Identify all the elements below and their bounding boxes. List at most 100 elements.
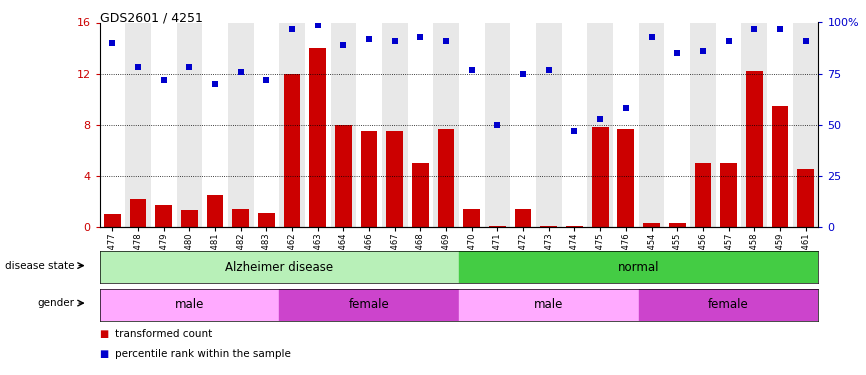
Bar (356, 22, 382, 227)
Point (593, 116, 607, 122)
Bar (638, 289, 818, 321)
Bar (331, 22, 356, 227)
Point (439, 38, 453, 44)
Bar (566, 226, 583, 227)
Bar (335, 124, 352, 227)
Point (644, 34, 658, 40)
Bar (510, 22, 536, 227)
Bar (695, 163, 711, 227)
Point (362, 36, 376, 42)
Bar (489, 226, 506, 227)
Bar (279, 22, 305, 227)
Text: transformed count: transformed count (115, 329, 212, 339)
Bar (591, 127, 609, 227)
Bar (613, 22, 638, 227)
Point (337, 42, 351, 48)
Bar (100, 22, 126, 227)
Bar (382, 22, 408, 227)
Bar (433, 22, 459, 227)
Point (311, 21, 325, 27)
Bar (772, 105, 788, 227)
Bar (669, 223, 686, 227)
Text: female: female (349, 298, 390, 311)
Bar (690, 22, 715, 227)
Point (208, 81, 222, 87)
Point (388, 38, 402, 44)
Bar (562, 22, 587, 227)
Point (234, 69, 248, 75)
Point (465, 66, 479, 72)
Bar (408, 22, 433, 227)
Point (285, 26, 299, 32)
Bar (746, 71, 763, 227)
Bar (361, 131, 378, 227)
Bar (104, 214, 120, 227)
Bar (232, 209, 249, 227)
Bar (438, 129, 455, 227)
Bar (459, 22, 485, 227)
Bar (540, 226, 557, 227)
Bar (309, 48, 326, 227)
Point (490, 122, 504, 128)
Bar (459, 289, 638, 321)
Point (106, 40, 120, 46)
Point (619, 105, 633, 111)
Bar (536, 22, 562, 227)
Text: female: female (708, 298, 749, 311)
Bar (100, 251, 459, 283)
Bar (130, 199, 146, 227)
Point (260, 77, 274, 83)
Bar (100, 289, 279, 321)
Bar (638, 22, 664, 227)
Bar (587, 22, 613, 227)
Bar (284, 74, 301, 227)
Bar (258, 213, 275, 227)
Bar (767, 22, 792, 227)
Bar (228, 22, 254, 227)
Bar (181, 210, 197, 227)
Bar (254, 22, 279, 227)
Bar (151, 22, 177, 227)
Text: ■: ■ (100, 329, 109, 339)
Point (542, 66, 556, 72)
Point (131, 64, 145, 70)
Bar (792, 22, 818, 227)
Point (696, 48, 710, 54)
Text: gender: gender (37, 298, 74, 308)
Bar (721, 163, 737, 227)
Text: male: male (175, 298, 204, 311)
Bar (514, 209, 532, 227)
Point (567, 128, 581, 134)
Bar (203, 22, 228, 227)
Text: percentile rank within the sample: percentile rank within the sample (115, 350, 291, 359)
Bar (412, 163, 429, 227)
Bar (463, 209, 480, 227)
Point (773, 26, 787, 32)
Bar (715, 22, 741, 227)
Bar (643, 223, 660, 227)
Point (183, 64, 197, 70)
Bar (305, 22, 331, 227)
Text: normal: normal (618, 261, 659, 274)
Text: male: male (534, 298, 564, 311)
Text: Alzheimer disease: Alzheimer disease (225, 261, 333, 274)
Point (747, 26, 761, 32)
Point (414, 34, 428, 40)
Bar (207, 195, 223, 227)
Point (798, 38, 812, 44)
Text: disease state: disease state (5, 261, 74, 271)
Point (670, 50, 684, 56)
Bar (459, 251, 818, 283)
Bar (798, 170, 814, 227)
Bar (177, 22, 203, 227)
Point (516, 70, 530, 76)
Point (721, 38, 735, 44)
Text: GDS2601 / 4251: GDS2601 / 4251 (100, 11, 203, 24)
Bar (386, 131, 404, 227)
Bar (664, 22, 690, 227)
Bar (126, 22, 151, 227)
Point (157, 77, 171, 83)
Bar (279, 289, 459, 321)
Text: ■: ■ (100, 350, 109, 359)
Bar (741, 22, 767, 227)
